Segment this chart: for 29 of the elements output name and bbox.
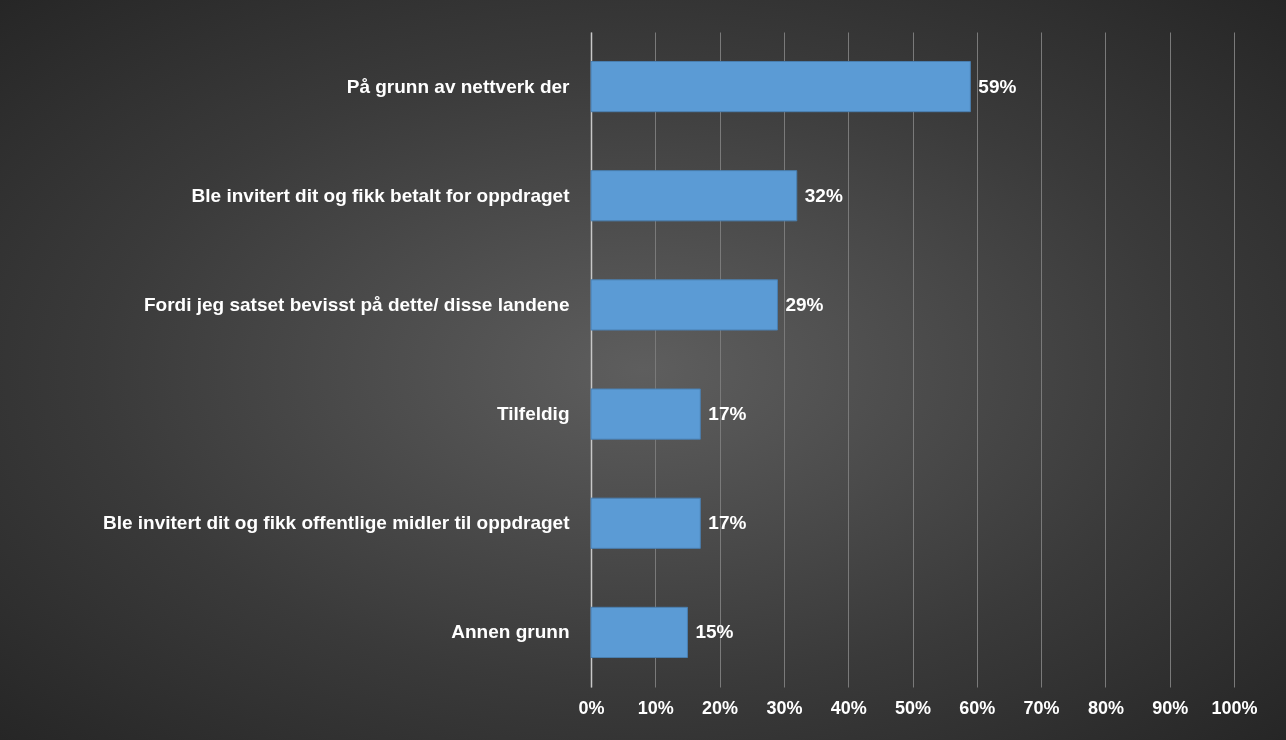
y-tick-label: Tilfeldig xyxy=(497,403,570,425)
x-tick-label: 20% xyxy=(702,697,739,718)
bar xyxy=(590,497,701,549)
y-tick-label: Fordi jeg satset bevisst på dette/ disse landene xyxy=(143,293,570,315)
bar xyxy=(590,279,778,331)
x-tick-label: 50% xyxy=(894,697,932,718)
data-label: 17% xyxy=(708,403,747,425)
x-tick-label: 60% xyxy=(959,697,996,718)
bar xyxy=(590,388,701,440)
y-tick-label: På grunn av nettverk der xyxy=(346,75,571,97)
x-tick-label: 70% xyxy=(1023,697,1060,718)
x-tick-label: 40% xyxy=(830,697,867,718)
data-label: 59% xyxy=(978,75,1017,97)
x-tick-label: 90% xyxy=(1152,697,1189,718)
x-tick-label: 10% xyxy=(637,697,674,718)
bar xyxy=(590,60,971,113)
data-label: 29% xyxy=(785,293,824,315)
x-tick-label: 100% xyxy=(1211,697,1258,718)
y-tick-label: Ble invitert dit og fikk betalt for oppdraget xyxy=(191,184,571,206)
y-tick-label: Annen grunn xyxy=(451,621,570,643)
x-tick-label: 80% xyxy=(1087,697,1124,718)
bar xyxy=(590,170,798,222)
data-label: 32% xyxy=(804,184,843,206)
data-label: 15% xyxy=(695,621,734,643)
bar xyxy=(590,606,688,659)
x-tick-label: 0% xyxy=(578,697,605,718)
y-tick-label: Ble invitert dit og fikk offentlige midler til oppdraget xyxy=(102,512,571,534)
x-tick-label: 30% xyxy=(766,697,803,718)
data-label: 17% xyxy=(708,512,747,534)
